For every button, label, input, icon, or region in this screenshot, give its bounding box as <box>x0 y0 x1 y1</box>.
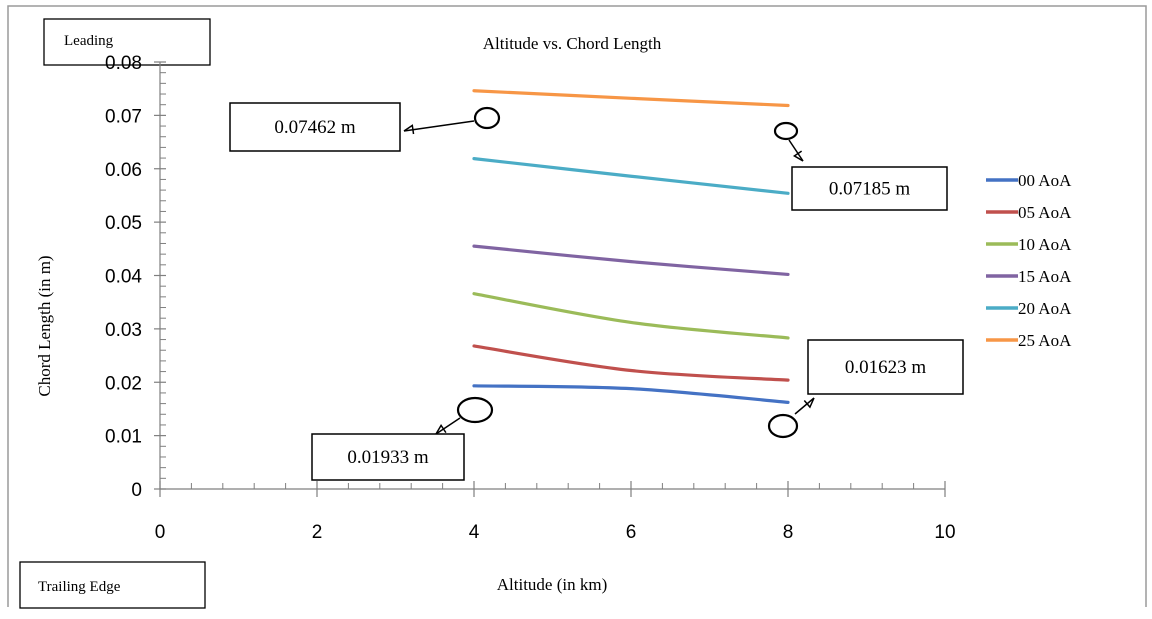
leading-label: Leading <box>64 33 114 49</box>
annotation-callout: 0.01933 m <box>311 396 494 481</box>
legend-label: 25 AoA <box>1018 331 1072 350</box>
trailing-edge-box-border <box>19 561 206 609</box>
series-line-10-aoa <box>472 292 790 340</box>
legend-label: 05 AoA <box>1018 203 1072 222</box>
legend-label: 00 AoA <box>1018 171 1072 190</box>
y-tick-label: 0.05 <box>105 213 142 234</box>
y-tick-label: 0.07 <box>105 106 142 127</box>
axes-group: 0 0.01 0.02 0.03 0.04 0.05 0.06 0.07 0.08 0 2 4 6 8 10 <box>105 53 956 543</box>
callout-box <box>807 339 964 395</box>
callout-circle <box>773 121 799 141</box>
series-line-15-aoa <box>472 244 790 277</box>
chart-title: Altitude vs. Chord Length <box>483 34 662 53</box>
x-tick-label: 10 <box>934 522 955 543</box>
series-line-05-aoa <box>472 344 790 382</box>
callout-arrowhead <box>803 397 815 409</box>
series-line-20-aoa <box>472 157 790 195</box>
trailing-edge-label: Trailing Edge <box>38 579 121 595</box>
legend: 00 AoA 05 AoA 10 AoA 15 AoA 20 AoA 25 AoA <box>986 171 1072 350</box>
callout-circle <box>767 413 799 439</box>
annotation-callout: 0.07185 m <box>773 121 948 211</box>
leading-label-box: Leading <box>43 18 211 66</box>
y-tick-label: 0.02 <box>105 373 142 394</box>
series-line-25-aoa <box>472 89 790 108</box>
callout-box <box>311 433 465 481</box>
callout-arrowhead <box>792 150 804 162</box>
callout-label: 0.07185 m <box>829 179 911 200</box>
x-tick-label: 8 <box>783 522 794 543</box>
chart-frame <box>7 5 1147 607</box>
callout-arrowhead <box>435 423 447 435</box>
y-tick-label: 0.01 <box>105 427 142 448</box>
legend-label: 10 AoA <box>1018 235 1072 254</box>
legend-item: 10 AoA <box>986 235 1072 254</box>
y-axis-label: Chord Length (in m) <box>35 255 54 396</box>
callout-arrow-line <box>788 139 804 162</box>
y-tick-label: 0.06 <box>105 160 142 181</box>
trailing-edge-label-box: Trailing Edge <box>19 561 206 609</box>
x-tick-label: 6 <box>626 522 637 543</box>
legend-label: 15 AoA <box>1018 267 1072 286</box>
callout-circle <box>456 396 494 424</box>
y-tick-label: 0.08 <box>105 53 142 74</box>
annotations-group: 0.07462 m 0.07185 m 0.01933 m 0.01623 m <box>229 102 964 481</box>
callout-arrow-line <box>403 120 475 132</box>
legend-label: 20 AoA <box>1018 299 1072 318</box>
callout-arrowhead <box>403 124 415 135</box>
callout-arrow-line <box>794 397 815 415</box>
callout-label: 0.07462 m <box>274 117 356 138</box>
callout-arrow-line <box>435 417 461 435</box>
series-lines-group <box>472 89 790 404</box>
legend-item: 20 AoA <box>986 299 1072 318</box>
legend-item: 25 AoA <box>986 331 1072 350</box>
callout-label: 0.01933 m <box>347 447 429 468</box>
x-axis-label: Altitude (in km) <box>497 575 607 594</box>
callout-box <box>229 102 401 152</box>
legend-item: 15 AoA <box>986 267 1072 286</box>
leading-box-border <box>43 18 211 66</box>
x-tick-label: 4 <box>469 522 480 543</box>
series-line-00-aoa <box>472 384 790 404</box>
legend-item: 05 AoA <box>986 203 1072 222</box>
annotation-callout: 0.01623 m <box>767 339 964 439</box>
callout-circle <box>473 106 501 130</box>
y-tick-label: 0.04 <box>105 267 142 288</box>
legend-item: 00 AoA <box>986 171 1072 190</box>
y-tick-label: 0.03 <box>105 320 142 341</box>
callout-label: 0.01623 m <box>845 357 927 378</box>
callout-box <box>791 166 948 211</box>
x-tick-label: 0 <box>155 522 166 543</box>
y-tick-label: 0 <box>131 480 142 501</box>
x-tick-label: 2 <box>312 522 323 543</box>
annotation-callout: 0.07462 m <box>229 102 501 152</box>
